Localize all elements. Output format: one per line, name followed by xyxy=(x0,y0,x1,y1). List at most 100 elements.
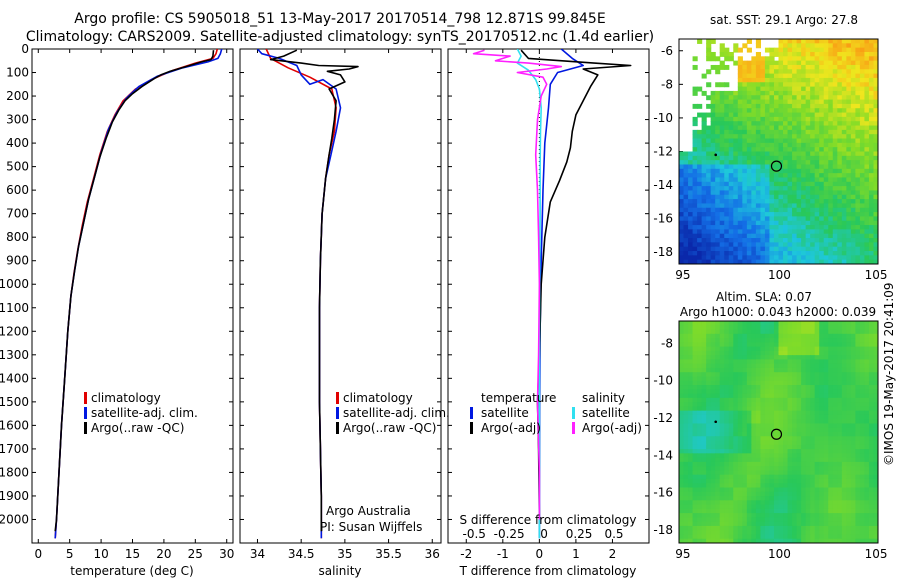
map-cell xyxy=(710,212,716,218)
map-cell xyxy=(733,521,739,527)
map-cell xyxy=(733,406,739,412)
map-cell xyxy=(719,199,725,205)
map-cell xyxy=(764,99,771,105)
x-tick-label: 15 xyxy=(125,547,140,561)
map-cell xyxy=(801,142,807,148)
map-cell xyxy=(755,186,762,192)
map-cell xyxy=(697,220,703,226)
map-cell xyxy=(769,525,775,531)
map-cell xyxy=(724,393,730,399)
legend-swatch-argo xyxy=(336,422,339,434)
map-cell xyxy=(810,376,816,382)
map-cell xyxy=(783,504,789,510)
map-cell xyxy=(846,521,852,527)
map-cell xyxy=(773,342,780,348)
map-cell xyxy=(683,436,689,442)
map-cell xyxy=(715,385,721,390)
map-cell xyxy=(796,466,802,472)
map-cell xyxy=(715,116,721,122)
map-cell xyxy=(760,164,766,170)
map-cell xyxy=(837,47,843,53)
map-cell xyxy=(697,138,703,144)
map-cell xyxy=(792,504,798,510)
map-cell xyxy=(742,385,748,390)
map-cell xyxy=(778,508,784,514)
map-cell xyxy=(823,530,829,536)
map-cell xyxy=(706,142,712,148)
map-cell xyxy=(755,207,762,213)
map-cell xyxy=(868,449,875,454)
map-cell xyxy=(742,103,748,109)
map-cell xyxy=(733,60,739,66)
map-cell xyxy=(850,355,856,361)
map-cell xyxy=(751,246,757,252)
map-cell xyxy=(778,385,784,390)
map-cell xyxy=(783,212,789,218)
map-cell xyxy=(823,108,829,114)
map-cell xyxy=(733,194,739,200)
map-cell xyxy=(841,423,847,429)
map-cell xyxy=(719,259,725,264)
map-cell xyxy=(706,385,712,390)
map-cell xyxy=(792,103,798,109)
map-cell xyxy=(742,440,748,446)
map-cell xyxy=(773,504,780,510)
map-cell xyxy=(710,181,716,187)
map-cell xyxy=(737,186,743,192)
map-cell xyxy=(841,160,847,166)
map-cell xyxy=(715,534,721,540)
map-cell xyxy=(724,538,730,543)
map-cell xyxy=(819,225,825,230)
map-cell xyxy=(692,329,698,335)
map-cell xyxy=(859,112,866,118)
map-cell xyxy=(697,177,703,183)
map-cell xyxy=(778,380,784,386)
map-cell xyxy=(783,470,789,476)
map-cell xyxy=(837,321,843,326)
map-cell xyxy=(828,346,834,352)
map-cell xyxy=(828,487,834,493)
map-cell xyxy=(755,338,762,343)
map-cell xyxy=(746,346,752,352)
map-cell xyxy=(810,142,816,148)
map-cell xyxy=(755,160,762,166)
map-cell xyxy=(737,181,743,187)
map-cell xyxy=(828,47,834,53)
map-cell xyxy=(864,155,870,161)
map-cell xyxy=(841,207,847,213)
map-cell xyxy=(737,190,743,196)
map-cell xyxy=(846,406,852,412)
map-cell xyxy=(773,73,780,79)
map-cell xyxy=(868,453,875,459)
map-cell xyxy=(873,95,878,101)
map-cell xyxy=(805,60,811,66)
map-cell xyxy=(769,233,775,239)
map-cell xyxy=(710,164,716,170)
map-cell xyxy=(701,427,707,433)
map-cell xyxy=(810,380,816,386)
map-cell xyxy=(737,333,743,339)
map-cell xyxy=(742,229,748,235)
map-cell xyxy=(846,440,852,446)
map-cell xyxy=(814,69,820,75)
map-cell xyxy=(679,359,685,365)
map-cell xyxy=(805,56,811,62)
map-cell xyxy=(706,436,712,442)
map-cell xyxy=(850,504,856,510)
map-cell xyxy=(715,325,721,331)
map-cell xyxy=(760,99,766,105)
map-cell xyxy=(701,397,707,403)
map-cell xyxy=(719,203,725,209)
map-cell xyxy=(764,142,771,148)
map-cell xyxy=(832,60,838,66)
map-cell xyxy=(778,419,784,425)
map-cell xyxy=(796,402,802,407)
map-cell xyxy=(868,423,875,429)
map-cell xyxy=(746,466,752,472)
map-cell xyxy=(715,147,721,153)
map-cell xyxy=(719,496,725,501)
map-y-tick-label: -8 xyxy=(661,77,673,91)
map-cell xyxy=(850,173,856,179)
map-cell xyxy=(810,410,816,416)
map-cell xyxy=(778,406,784,412)
